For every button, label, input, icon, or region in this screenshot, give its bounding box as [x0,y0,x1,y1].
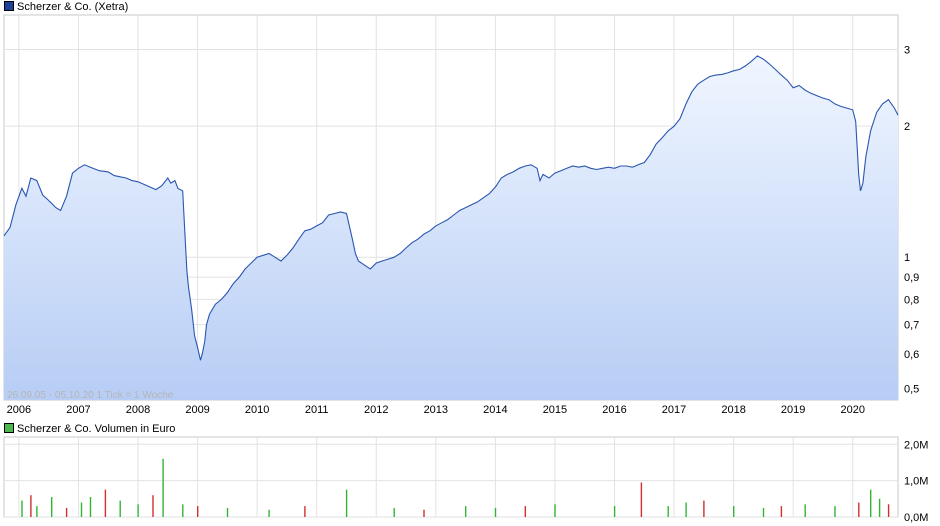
volume-bar [51,497,53,517]
volume-legend-swatch [4,423,14,433]
volume-bar [667,506,669,517]
price-legend-swatch [4,1,14,11]
x-tick-label: 2007 [66,404,90,416]
y-tick-label: 0,6 [904,349,919,361]
volume-y-axis: 0,0M 1,0M 2,0M [904,439,928,524]
volume-bar [226,507,229,517]
volume-bar [524,506,526,517]
y-tick-label: 2 [904,121,910,133]
volume-bar [268,509,270,517]
volume-bar [703,500,705,517]
volume-bar [494,507,497,517]
volume-y-tick-label: 1,0M [904,476,928,488]
y-tick-label: 3 [904,44,910,56]
volume-legend: Scherzer & Co. Volumen in Euro [4,423,175,435]
y-tick-label: 0,5 [904,383,919,395]
x-tick-label: 2016 [602,404,626,416]
volume-bar [21,500,23,517]
x-tick-label: 2014 [483,404,507,416]
volume-bar [858,502,860,517]
volume-bar [878,498,881,517]
y-tick-label: 1 [904,252,910,264]
y-tick-label: 0,7 [904,320,919,332]
x-tick-label: 2012 [364,404,388,416]
volume-bar [733,506,735,517]
volume-bar [30,495,32,517]
volume-bar [65,507,68,517]
volume-legend-label: Scherzer & Co. Volumen in Euro [17,423,176,435]
volume-y-tick-label: 2,0M [904,439,928,451]
volume-plot: 0,0M 1,0M 2,0M [3,436,928,524]
x-tick-label: 2010 [245,404,269,416]
volume-bar [36,506,38,517]
volume-bar [804,504,806,517]
volume-bar [152,495,154,517]
y-tick-label: 0,8 [904,294,919,306]
x-tick-label: 2015 [543,404,567,416]
volume-bar [137,504,139,517]
x-tick-label: 2008 [126,404,150,416]
x-tick-label: 2011 [305,404,329,416]
volume-bar [423,509,425,517]
volume-bar [887,504,890,517]
volume-bar [104,489,107,517]
volume-y-tick-label: 0,0M [904,512,928,524]
price-line [3,55,899,361]
x-tick-label: 2013 [424,404,448,416]
volume-bar [762,507,765,517]
x-tick-label: 2017 [662,404,686,416]
x-tick-label: 2018 [721,404,745,416]
x-tick-label: 2020 [840,404,864,416]
price-legend-label: Scherzer & Co. (Xetra) [17,1,129,13]
volume-bar [393,507,395,517]
price-area [4,55,898,401]
x-tick-label: 2019 [781,404,805,416]
volume-bar [89,497,92,517]
volume-bar [345,489,348,517]
price-y-axis: 0,5 0,6 0,7 0,8 0,9 1 2 3 [904,44,919,395]
volume-bar [685,502,687,517]
price-caption: 26.09.05 - 05.10.20 1 Tick = 1 Woche [7,390,174,401]
volume-bar [870,489,872,517]
volume-bar [465,506,467,517]
price-x-axis: 2006 2007 2008 2009 2010 2011 2012 2013 2014 2015… [7,404,865,416]
volume-bar [780,506,783,517]
volume-bar [640,482,643,517]
volume-bar [613,506,616,517]
volume-bar [554,504,556,517]
x-tick-label: 2009 [185,404,209,416]
volume-bar [119,500,121,517]
volume-bar [182,504,184,517]
volume-bar [162,458,164,517]
volume-bar [80,502,83,517]
x-tick-label: 2006 [7,404,31,416]
y-tick-label: 0,9 [904,272,919,284]
volume-bars [21,458,890,517]
volume-bar [834,506,836,517]
price-legend: Scherzer & Co. (Xetra) [4,1,128,13]
volume-bar [304,506,306,517]
volume-bar [197,506,199,517]
